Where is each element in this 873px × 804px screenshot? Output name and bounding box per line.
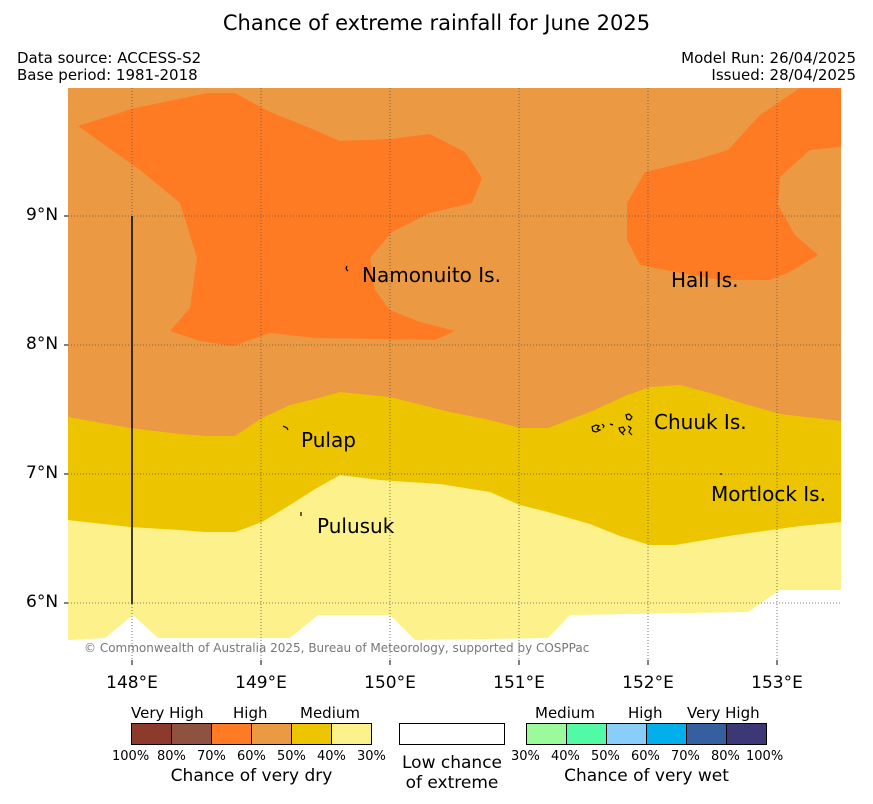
legend-dry-very-high: Very High	[131, 704, 204, 722]
dry-pct-60: 60%	[237, 749, 266, 764]
dry-pct-30: 30%	[357, 749, 386, 764]
map-title: Chance of extreme rainfall for June 2025	[222, 11, 651, 35]
legend-dry-medium: Medium	[300, 704, 360, 722]
legend-wet-caption: Chance of very wet	[564, 766, 729, 786]
copyright-credit: © Commonwealth of Australia 2025, Bureau…	[84, 641, 590, 655]
dry-swatch-50-60	[251, 723, 292, 745]
dry-pct-50: 50%	[277, 749, 306, 764]
lat-label-7n: 7°N	[26, 463, 59, 483]
legend-wet-medium: Medium	[535, 704, 595, 722]
wet-pct-40: 40%	[551, 749, 580, 764]
wet-pct-60: 60%	[631, 749, 660, 764]
dry-swatch-70-80	[171, 723, 212, 745]
lon-label-149e: 149°E	[235, 673, 287, 693]
wet-swatch-40-50	[566, 723, 607, 745]
zone-dry-60-70-hall	[627, 88, 841, 280]
wet-swatch-70-80	[686, 723, 727, 745]
rainfall-map	[64, 88, 841, 665]
wet-swatch-30-40	[526, 723, 567, 745]
legend-dry-swatches	[131, 723, 372, 745]
lon-label-150e: 150°E	[364, 673, 416, 693]
label-hall: Hall Is.	[671, 268, 739, 292]
label-namonuito: Namonuito Is.	[362, 263, 501, 287]
legend-dry-caption: Chance of very dry	[170, 766, 333, 786]
wet-swatch-80-100	[726, 723, 767, 745]
base-period: Base period: 1981-2018	[17, 66, 198, 84]
label-chuuk: Chuuk Is.	[654, 410, 747, 434]
lat-label-6n: 6°N	[26, 592, 59, 612]
issued-date: Issued: 28/04/2025	[711, 66, 856, 84]
data-source: Data source: ACCESS-S2	[17, 49, 202, 67]
dry-pct-100: 100%	[112, 749, 150, 764]
legend-dry-high: High	[233, 704, 268, 722]
namonuito-island-shape	[345, 265, 349, 272]
model-run: Model Run: 26/04/2025	[681, 49, 856, 67]
label-mortlock: Mortlock Is.	[711, 482, 826, 506]
wet-pct-80: 80%	[711, 749, 740, 764]
wet-pct-30: 30%	[511, 749, 540, 764]
lat-label-9n: 9°N	[26, 205, 59, 225]
zone-dry-60-70-namonuito	[78, 93, 482, 346]
wet-pct-70: 70%	[671, 749, 700, 764]
wet-pct-50: 50%	[591, 749, 620, 764]
dry-swatch-30-40	[331, 723, 372, 745]
chuuk-island-shape	[591, 413, 633, 436]
lon-label-151e: 151°E	[493, 673, 545, 693]
dry-pct-70: 70%	[197, 749, 226, 764]
dry-swatch-60-70	[211, 723, 252, 745]
dry-swatch-40-50	[291, 723, 332, 745]
lat-label-8n: 8°N	[26, 334, 59, 354]
legend-wet-high: High	[628, 704, 663, 722]
dry-swatch-80-100	[131, 723, 172, 745]
island-outlines	[282, 265, 722, 516]
legend-neutral-caption-1: Low chance	[402, 753, 502, 773]
wet-pct-100: 100%	[746, 749, 784, 764]
lon-label-152e: 152°E	[622, 673, 674, 693]
dry-pct-40: 40%	[317, 749, 346, 764]
label-pulap: Pulap	[301, 428, 356, 452]
legend-wet-very-high: Very High	[687, 704, 760, 722]
wet-swatch-60-70	[646, 723, 687, 745]
wet-swatch-50-60	[606, 723, 647, 745]
axis-ticks	[64, 215, 778, 665]
label-pulusuk: Pulusuk	[317, 514, 395, 538]
pulap-island-shape	[282, 425, 289, 431]
lon-label-148e: 148°E	[106, 673, 158, 693]
dry-pct-80: 80%	[157, 749, 186, 764]
lon-label-153e: 153°E	[751, 673, 803, 693]
legend-neutral-caption-2: of extreme	[405, 773, 499, 793]
legend-wet-swatches	[526, 723, 767, 745]
legend-neutral-swatch	[399, 723, 505, 745]
